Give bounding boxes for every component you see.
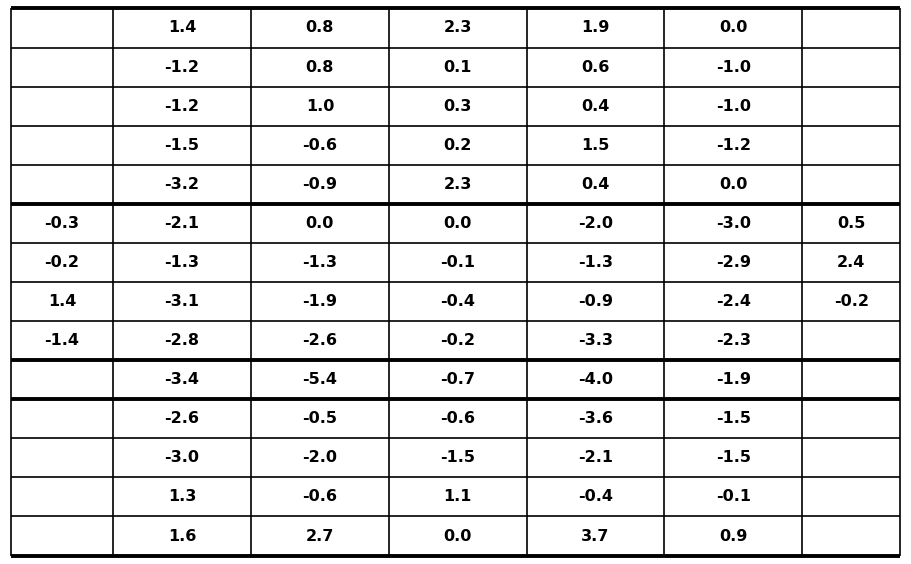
Text: -0.1: -0.1 bbox=[440, 255, 476, 270]
Text: 1.3: 1.3 bbox=[168, 490, 196, 504]
Text: -2.1: -2.1 bbox=[165, 216, 200, 231]
Text: -2.8: -2.8 bbox=[165, 333, 200, 348]
Text: 0.8: 0.8 bbox=[306, 60, 334, 74]
Text: 0.4: 0.4 bbox=[581, 99, 609, 114]
Text: -0.6: -0.6 bbox=[302, 138, 337, 153]
Text: 1.4: 1.4 bbox=[168, 20, 196, 36]
Text: -0.4: -0.4 bbox=[578, 490, 613, 504]
Text: -1.2: -1.2 bbox=[716, 138, 751, 153]
Text: 0.5: 0.5 bbox=[837, 216, 865, 231]
Text: -3.4: -3.4 bbox=[165, 372, 200, 387]
Text: -0.2: -0.2 bbox=[834, 294, 869, 309]
Text: -2.4: -2.4 bbox=[716, 294, 751, 309]
Text: -1.9: -1.9 bbox=[716, 372, 751, 387]
Text: 0.3: 0.3 bbox=[444, 99, 472, 114]
Text: -2.1: -2.1 bbox=[578, 450, 613, 465]
Text: -1.2: -1.2 bbox=[165, 60, 200, 74]
Text: 0.0: 0.0 bbox=[719, 177, 748, 192]
Text: -1.0: -1.0 bbox=[716, 99, 751, 114]
Text: -3.0: -3.0 bbox=[165, 450, 200, 465]
Text: -1.4: -1.4 bbox=[45, 333, 79, 348]
Text: -2.3: -2.3 bbox=[716, 333, 751, 348]
Text: -0.9: -0.9 bbox=[578, 294, 613, 309]
Text: 2.7: 2.7 bbox=[306, 528, 334, 544]
Text: 0.2: 0.2 bbox=[444, 138, 472, 153]
Text: -0.6: -0.6 bbox=[440, 411, 476, 426]
Text: -2.6: -2.6 bbox=[302, 333, 337, 348]
Text: 0.4: 0.4 bbox=[581, 177, 609, 192]
Text: -5.4: -5.4 bbox=[302, 372, 337, 387]
Text: -0.2: -0.2 bbox=[440, 333, 476, 348]
Text: -2.0: -2.0 bbox=[302, 450, 337, 465]
Text: -1.5: -1.5 bbox=[165, 138, 200, 153]
Text: -3.3: -3.3 bbox=[578, 333, 613, 348]
Text: -1.3: -1.3 bbox=[302, 255, 337, 270]
Text: -1.0: -1.0 bbox=[716, 60, 751, 74]
Text: -3.0: -3.0 bbox=[716, 216, 751, 231]
Text: -1.2: -1.2 bbox=[165, 99, 200, 114]
Text: 1.5: 1.5 bbox=[581, 138, 609, 153]
Text: -1.5: -1.5 bbox=[716, 411, 751, 426]
Text: -3.2: -3.2 bbox=[165, 177, 200, 192]
Text: 1.4: 1.4 bbox=[48, 294, 77, 309]
Text: 0.8: 0.8 bbox=[306, 20, 334, 36]
Text: 3.7: 3.7 bbox=[581, 528, 609, 544]
Text: -0.1: -0.1 bbox=[716, 490, 751, 504]
Text: -0.9: -0.9 bbox=[302, 177, 337, 192]
Text: -2.9: -2.9 bbox=[716, 255, 751, 270]
Text: -0.2: -0.2 bbox=[45, 255, 79, 270]
Text: 0.1: 0.1 bbox=[444, 60, 472, 74]
Text: 2.4: 2.4 bbox=[837, 255, 865, 270]
Text: -1.3: -1.3 bbox=[165, 255, 200, 270]
Text: -3.6: -3.6 bbox=[578, 411, 613, 426]
Text: -3.1: -3.1 bbox=[165, 294, 200, 309]
Text: 0.9: 0.9 bbox=[719, 528, 748, 544]
Text: -1.3: -1.3 bbox=[578, 255, 613, 270]
Text: 0.0: 0.0 bbox=[444, 528, 472, 544]
Text: -1.5: -1.5 bbox=[440, 450, 476, 465]
Text: 1.6: 1.6 bbox=[168, 528, 196, 544]
Text: 1.9: 1.9 bbox=[581, 20, 609, 36]
Text: 0.0: 0.0 bbox=[306, 216, 334, 231]
Text: 0.0: 0.0 bbox=[444, 216, 472, 231]
Text: -4.0: -4.0 bbox=[578, 372, 613, 387]
Text: 2.3: 2.3 bbox=[444, 177, 472, 192]
Text: -2.0: -2.0 bbox=[578, 216, 613, 231]
Text: 1.0: 1.0 bbox=[306, 99, 334, 114]
Text: 1.1: 1.1 bbox=[444, 490, 472, 504]
Text: -0.3: -0.3 bbox=[45, 216, 79, 231]
Text: -0.7: -0.7 bbox=[440, 372, 476, 387]
Text: -2.6: -2.6 bbox=[165, 411, 200, 426]
Text: -0.5: -0.5 bbox=[302, 411, 337, 426]
Text: 2.3: 2.3 bbox=[444, 20, 472, 36]
Text: 0.0: 0.0 bbox=[719, 20, 748, 36]
Text: -1.5: -1.5 bbox=[716, 450, 751, 465]
Text: -0.4: -0.4 bbox=[440, 294, 476, 309]
Text: -1.9: -1.9 bbox=[302, 294, 337, 309]
Text: -0.6: -0.6 bbox=[302, 490, 337, 504]
Text: 0.6: 0.6 bbox=[581, 60, 609, 74]
